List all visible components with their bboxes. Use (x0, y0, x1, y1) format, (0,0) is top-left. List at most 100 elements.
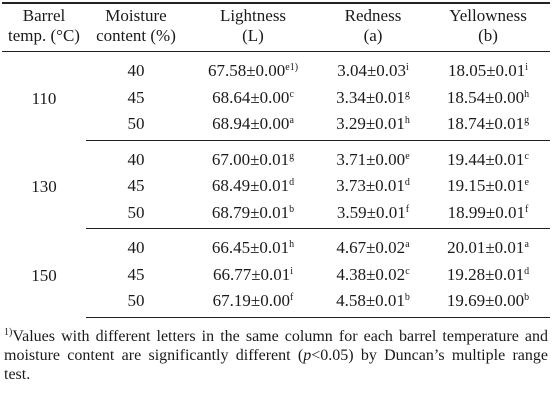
cell-lightness: 68.49±0.01d (186, 173, 320, 200)
cell-redness-value: 4.67±0.02 (336, 238, 406, 258)
cell-moisture: 45 (127, 264, 145, 284)
cell-redness-value: 3.29±0.01 (336, 114, 405, 134)
header-lightness: Lightness (L) (186, 2, 320, 53)
cell-redness-letter: d (404, 177, 410, 189)
cell-moisture: 40 (127, 149, 145, 169)
cell-yellowness-letter: d (524, 265, 530, 277)
cell-redness-letter: i (406, 62, 409, 74)
cell-redness: 4.58±0.01b (320, 288, 426, 319)
header-row: Barrel temp. (°C) Moisture content (%) L… (2, 2, 550, 53)
table-row: 50 68.79±0.01b 3.59±0.01f 18.99±0.01f (2, 199, 550, 230)
cell-yellowness-value: 19.44±0.01 (447, 149, 525, 169)
cell-yellowness: 18.05±0.01i (426, 52, 550, 85)
table-body: 110 40 67.58±0.00e1) 3.04±0.03i 18.05±0.01i 4… (2, 52, 550, 319)
cell-lightness-value: 66.77±0.01 (212, 264, 291, 284)
cell-redness-value: 3.73±0.01 (336, 176, 405, 196)
cell-yellowness-value: 18.54±0.00 (446, 87, 525, 107)
table-row: 45 68.64±0.00c 3.34±0.01g 18.54±0.00h (2, 85, 550, 112)
cell-yellowness-value: 18.05±0.01 (447, 61, 526, 81)
cell-yellowness-value: 20.01±0.01 (447, 238, 525, 258)
cell-lightness-value: 68.49±0.01 (211, 176, 290, 196)
cell-barrel-temp: 110 (31, 88, 57, 108)
footnote-text-before: Values with different letters in the sam… (4, 328, 548, 364)
cell-lightness-letter: e1) (285, 62, 299, 74)
footnote-marker: 1) (4, 327, 13, 338)
cell-redness-value: 4.38±0.02 (336, 264, 406, 284)
cell-lightness-value: 68.79±0.01 (211, 202, 290, 222)
cell-redness-value: 3.04±0.03 (337, 61, 407, 81)
cell-barrel-temp: 130 (31, 177, 57, 197)
cell-barrel-temp: 150 (31, 265, 57, 285)
table-row: 45 68.49±0.01d 3.73±0.01d 19.15±0.01e (2, 173, 550, 200)
table-row: 50 68.94±0.00a 3.29±0.01h 18.74±0.01g (2, 111, 550, 141)
cell-lightness-letter: a (289, 115, 294, 127)
cell-yellowness: 18.54±0.00h (426, 85, 550, 112)
footnote-text-after: <0.05) by Duncan’s multiple range test. (4, 347, 549, 383)
footnote: 1)Values with different letters in the s… (4, 327, 548, 384)
cell-redness-letter: c (405, 265, 410, 277)
cell-redness-value: 4.58±0.01 (336, 291, 405, 311)
cell-yellowness-letter: e (524, 177, 529, 189)
cell-moisture: 50 (86, 111, 186, 141)
cell-redness-value: 3.34±0.01 (336, 87, 405, 107)
cell-yellowness: 18.99±0.01f (426, 199, 550, 230)
cell-yellowness-letter: b (524, 292, 530, 304)
header-redness: Redness (a) (320, 2, 426, 53)
header-barrel-temp: Barrel temp. (°C) (2, 2, 86, 53)
cell-moisture: 50 (86, 199, 186, 230)
cell-redness: 3.29±0.01h (320, 111, 426, 141)
cell-lightness: 68.79±0.01b (186, 199, 320, 230)
cell-redness-letter: h (404, 115, 410, 127)
cell-yellowness-letter: h (524, 88, 530, 100)
cell-moisture: 45 (127, 87, 145, 107)
cell-lightness-value: 68.64±0.00 (212, 87, 290, 107)
table-row: 110 40 67.58±0.00e1) 3.04±0.03i 18.05±0.01i (2, 52, 550, 108)
cell-lightness: 67.19±0.00f (186, 288, 320, 319)
cell-yellowness: 19.69±0.00b (426, 288, 550, 319)
header-yellowness: Yellowness (b) (426, 2, 550, 53)
cell-yellowness: 18.74±0.01g (426, 111, 550, 141)
cell-redness-letter: g (404, 88, 410, 100)
cell-lightness-letter: i (290, 265, 294, 277)
cell-yellowness: 19.15±0.01e (426, 173, 550, 200)
cell-yellowness-value: 18.74±0.01 (446, 114, 525, 134)
cell-lightness-letter: h (289, 239, 295, 251)
cell-lightness: 68.64±0.00c (186, 85, 320, 112)
table-row: 130 40 67.00±0.01g 3.71±0.00e 19.44±0.01c (2, 140, 550, 197)
cell-redness-letter: b (404, 292, 410, 304)
cell-redness: 4.67±0.02a (320, 229, 426, 262)
cell-redness-value: 3.71±0.00 (336, 149, 406, 169)
cell-lightness-value: 67.00±0.01 (211, 149, 290, 169)
cell-yellowness-value: 19.28±0.01 (446, 264, 525, 284)
cell-lightness: 67.00±0.01g (186, 140, 320, 173)
color-values-table: Barrel temp. (°C) Moisture content (%) L… (2, 2, 550, 319)
cell-yellowness-letter: i (525, 62, 529, 74)
cell-lightness: 68.94±0.00a (186, 111, 320, 141)
cell-redness-letter: f (405, 203, 410, 215)
cell-lightness-value: 68.94±0.00 (212, 114, 290, 134)
cell-moisture: 50 (86, 288, 186, 319)
cell-redness: 3.34±0.01g (320, 85, 426, 112)
cell-lightness-letter: b (289, 203, 295, 215)
cell-yellowness-letter: c (524, 150, 529, 162)
table-row: 45 66.77±0.01i 4.38±0.02c 19.28±0.01d (2, 262, 550, 289)
cell-lightness-letter: g (289, 150, 295, 162)
cell-redness: 3.73±0.01d (320, 173, 426, 200)
cell-lightness-value: 67.19±0.00 (212, 291, 290, 311)
cell-moisture: 40 (127, 61, 145, 81)
cell-yellowness-value: 19.69±0.00 (446, 291, 525, 311)
cell-redness-letter: e (405, 150, 410, 162)
cell-lightness: 66.45±0.01h (186, 229, 320, 262)
footnote-italic-p: p (303, 347, 312, 364)
cell-yellowness-value: 19.15±0.01 (447, 176, 525, 196)
cell-yellowness-letter: a (524, 239, 529, 251)
cell-redness-letter: a (405, 239, 410, 251)
cell-yellowness: 19.28±0.01d (426, 262, 550, 289)
cell-lightness: 67.58±0.00e1) (186, 52, 320, 85)
cell-lightness-value: 67.58±0.00 (207, 61, 286, 81)
cell-moisture: 40 (127, 238, 145, 258)
table-row: 150 40 66.45±0.01h 4.67±0.02a 20.01±0.01a (2, 229, 550, 285)
cell-lightness-letter: f (290, 292, 294, 304)
cell-yellowness: 20.01±0.01a (426, 229, 550, 262)
table-row: 50 67.19±0.00f 4.58±0.01b 19.69±0.00b (2, 288, 550, 319)
